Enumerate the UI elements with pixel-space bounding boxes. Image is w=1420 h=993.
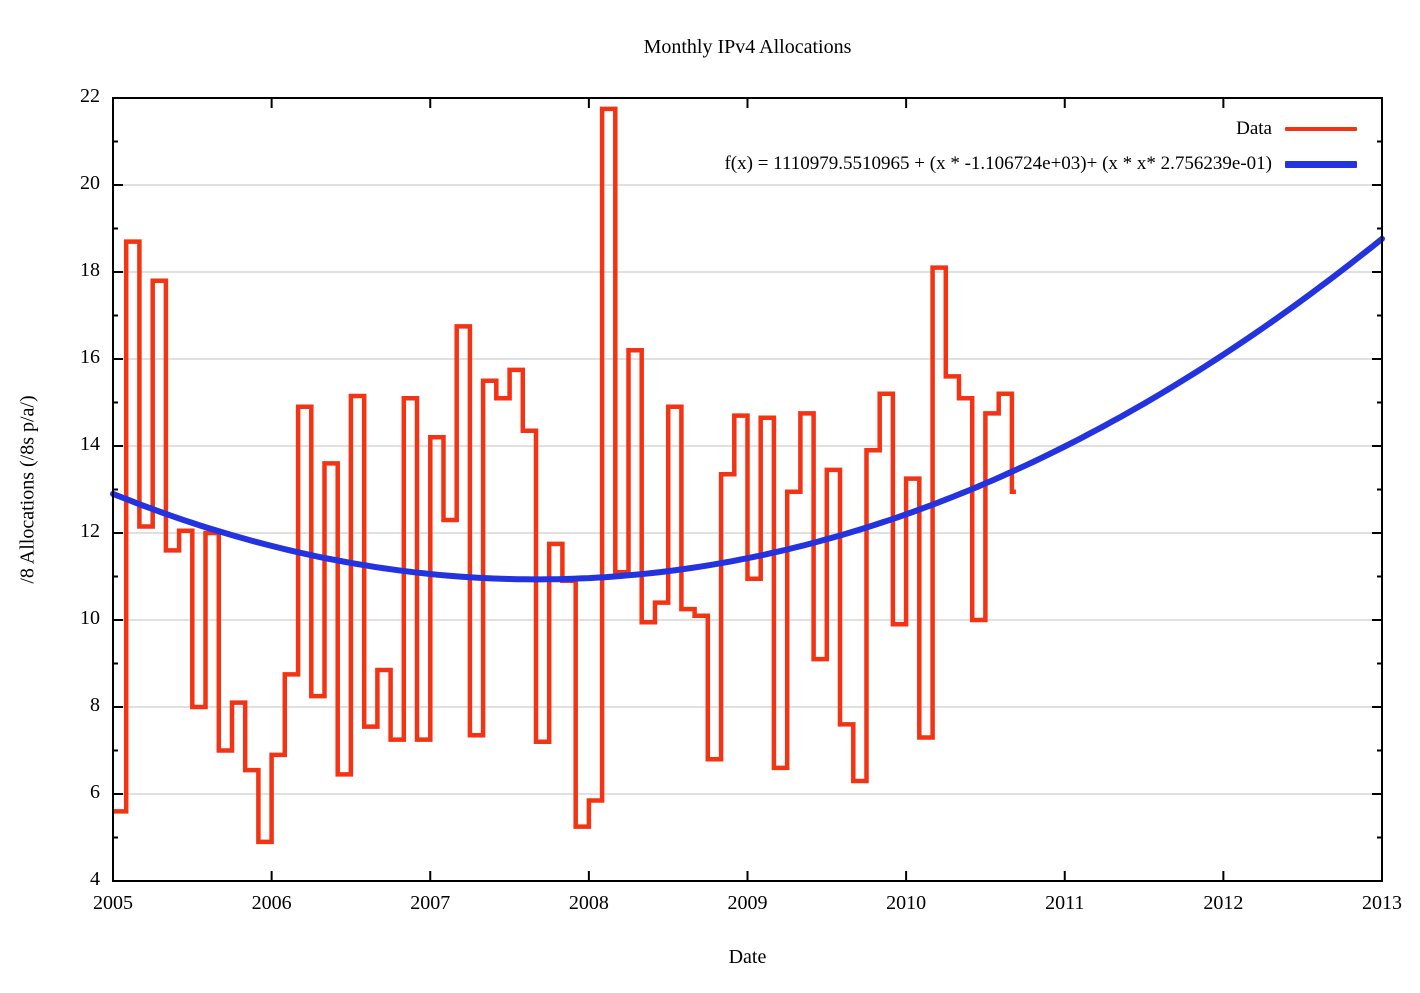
data-series-path <box>113 106 1016 845</box>
fit-curve-path <box>110 235 1385 583</box>
